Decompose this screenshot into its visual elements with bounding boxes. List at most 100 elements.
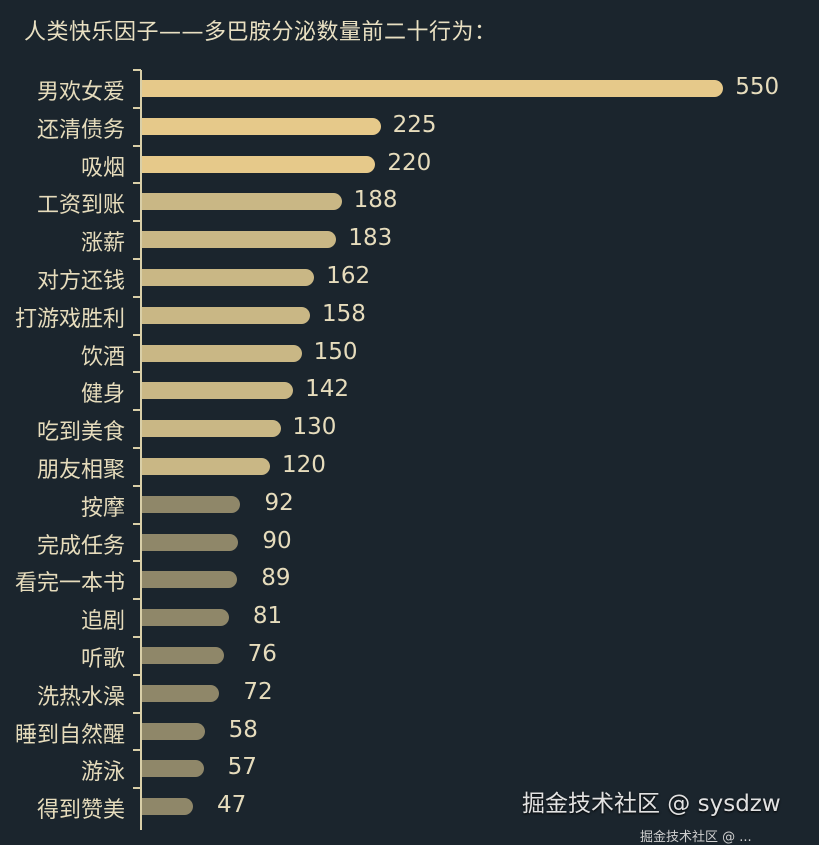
value-label: 188 xyxy=(353,187,398,214)
category-label: 吸烟 xyxy=(80,155,125,181)
value-label: 81 xyxy=(252,603,283,630)
axis-tick xyxy=(133,673,141,676)
bar-row: 吃到美食 130 xyxy=(0,409,819,448)
category-label: 饮酒 xyxy=(80,344,125,370)
bar-row: 完成任务 90 xyxy=(0,522,819,562)
value-label: 47 xyxy=(217,792,247,819)
bar-row: 健身 142 xyxy=(0,371,819,410)
axis-tick xyxy=(133,182,141,185)
bar xyxy=(142,458,270,475)
bar xyxy=(142,231,337,249)
bar xyxy=(142,647,224,664)
bar xyxy=(142,533,239,551)
axis-tick xyxy=(133,409,141,412)
bar xyxy=(142,155,376,173)
bar xyxy=(142,420,281,438)
bar-row: 打游戏胜利 158 xyxy=(0,295,819,335)
axis-tick xyxy=(133,787,141,790)
chart-title: 人类快乐因子——多巴胺分泌数量前二十行为： xyxy=(24,20,497,45)
bar xyxy=(142,117,381,135)
axis-tick xyxy=(133,295,141,298)
category-label: 看完一本书 xyxy=(14,571,125,597)
axis-tick xyxy=(133,484,141,487)
axis-tick xyxy=(133,749,141,752)
category-label: 还清债务 xyxy=(36,117,125,143)
bar-row: 朋友相聚 120 xyxy=(0,447,819,486)
axis-tick xyxy=(133,371,141,374)
bar-row: 游泳 57 xyxy=(0,749,819,788)
value-label: 183 xyxy=(348,225,393,252)
bar-row: 得到赞美 47 xyxy=(0,787,819,826)
bar-row: 按摩 92 xyxy=(0,484,819,524)
category-label: 追剧 xyxy=(80,609,125,635)
bar-row: 睡到自然醒 58 xyxy=(0,711,819,751)
value-label: 220 xyxy=(387,149,432,176)
value-label: 130 xyxy=(292,414,337,441)
category-label: 健身 xyxy=(80,382,125,408)
category-label: 朋友相聚 xyxy=(36,458,125,483)
category-label: 男欢女爱 xyxy=(36,80,125,105)
bar xyxy=(142,495,241,513)
axis-tick xyxy=(133,522,141,525)
watermark: 掘金技术社区 @ sysdzw xyxy=(522,791,781,817)
axis-tick xyxy=(133,106,141,109)
axis-tick xyxy=(133,560,141,563)
category-label: 涨薪 xyxy=(80,231,125,257)
value-label: 76 xyxy=(247,641,277,667)
axis-tick xyxy=(133,144,141,147)
bar-row: 听歌 76 xyxy=(0,636,819,675)
value-label: 57 xyxy=(227,754,257,781)
category-label: 完成任务 xyxy=(36,533,125,559)
value-label: 225 xyxy=(392,111,437,138)
bar-row: 饮酒 150 xyxy=(0,333,819,373)
axis-tick xyxy=(133,447,141,449)
bar-row: 涨薪 183 xyxy=(0,220,819,259)
axis-tick xyxy=(133,258,141,260)
bar-row: 男欢女爱 550 xyxy=(0,69,819,108)
bar xyxy=(142,306,311,324)
category-label: 对方还钱 xyxy=(36,269,125,294)
category-label: 打游戏胜利 xyxy=(14,306,125,332)
axis-tick xyxy=(133,598,141,601)
value-label: 150 xyxy=(313,338,358,365)
bar-row: 追剧 81 xyxy=(0,598,819,637)
category-label: 睡到自然醒 xyxy=(14,722,125,748)
bar xyxy=(142,269,315,286)
value-label: 92 xyxy=(264,489,294,516)
bar xyxy=(142,684,220,702)
bar xyxy=(142,344,302,362)
value-label: 120 xyxy=(281,452,326,478)
value-label: 162 xyxy=(326,263,371,289)
y-axis-line xyxy=(140,70,142,830)
value-label: 550 xyxy=(735,74,780,100)
axis-tick xyxy=(133,636,141,638)
value-label: 158 xyxy=(322,300,366,327)
axis-tick xyxy=(133,711,141,714)
axis-tick xyxy=(133,69,141,71)
bar xyxy=(142,798,194,816)
category-label: 游泳 xyxy=(80,760,125,786)
axis-tick xyxy=(133,220,141,223)
bar-row: 工资到账 188 xyxy=(0,182,819,221)
value-label: 72 xyxy=(243,678,273,705)
category-label: 吃到美食 xyxy=(36,420,125,446)
category-label: 洗热水澡 xyxy=(36,684,125,710)
value-label: 89 xyxy=(261,565,291,592)
bar-row: 看完一本书 89 xyxy=(0,560,819,599)
bar-row: 洗热水澡 72 xyxy=(0,673,819,713)
bar xyxy=(142,760,204,778)
watermark-small: 掘金技术社区 @ ... xyxy=(640,830,752,845)
bar xyxy=(142,571,238,589)
bar-row: 还清债务 225 xyxy=(0,106,819,146)
category-label: 听歌 xyxy=(80,647,125,672)
value-label: 58 xyxy=(228,716,258,743)
bar xyxy=(142,80,724,97)
bar xyxy=(142,722,205,740)
category-label: 得到赞美 xyxy=(36,798,125,824)
bar xyxy=(142,609,229,627)
value-label: 90 xyxy=(262,527,292,554)
bar-row: 吸烟 220 xyxy=(0,144,819,184)
bar-row: 对方还钱 162 xyxy=(0,258,819,297)
category-label: 工资到账 xyxy=(36,193,125,219)
axis-tick xyxy=(133,333,141,336)
